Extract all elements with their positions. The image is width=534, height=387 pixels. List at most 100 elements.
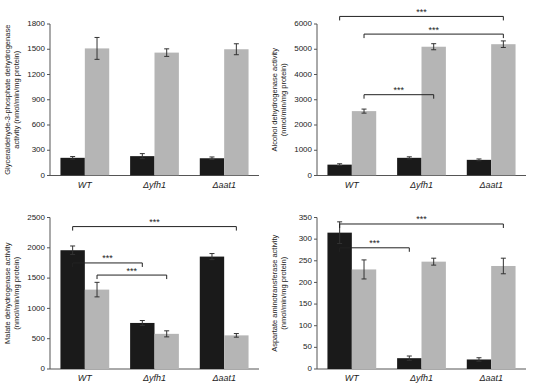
y-tick [47, 99, 50, 100]
x-tick-label: Δaat1 [211, 180, 236, 190]
significance-bar: *** [340, 238, 410, 252]
y-tick-label: 300 [32, 145, 46, 154]
y-tick-label: 2000 [27, 243, 45, 252]
error-bar-stem [503, 258, 504, 274]
y-tick [314, 325, 317, 326]
error-bar [476, 358, 481, 361]
x-tick-label: Δyfh1 [142, 180, 166, 190]
y-tick-label: 6000 [294, 19, 312, 28]
panel: 0300600900120015001800WTΔyfh1Δaat1Glycer… [3, 19, 259, 189]
y-tick [47, 338, 50, 339]
error-bar-cap [70, 159, 75, 160]
x-tick-label: WT [78, 373, 93, 383]
error-bar-cap [431, 49, 436, 50]
significance-bracket [340, 248, 410, 252]
bar [130, 156, 154, 175]
bar [491, 266, 515, 369]
error-bar-cap [140, 153, 145, 154]
y-tick-label: 2000 [294, 120, 312, 129]
error-bar-cap [476, 158, 481, 159]
significance-bracket [340, 224, 504, 228]
y-tick [47, 24, 50, 25]
y-tick-label: 500 [32, 334, 46, 343]
error-bar-cap [501, 47, 506, 48]
y-tick-label: 250 [299, 256, 313, 265]
error-bar [140, 321, 145, 326]
y-axis-label: Malate dehydrogenase activity(nmol/min/m… [3, 242, 21, 344]
error-bar-stem [236, 334, 237, 338]
error-bar [140, 154, 145, 159]
y-axis-label-line: (nmol/min/mg protein) [12, 256, 21, 329]
y-tick-label: 2500 [27, 213, 45, 222]
y-tick-label: 150 [299, 299, 313, 308]
error-bar-cap [476, 361, 481, 362]
x-tick-label: Δaat1 [478, 180, 503, 190]
y-tick [314, 347, 317, 348]
error-bar [234, 44, 239, 55]
error-bar-cap [140, 325, 145, 326]
y-tick [47, 247, 50, 248]
bar [397, 158, 421, 176]
error-bar [95, 37, 100, 59]
y-tick-label: 600 [32, 120, 46, 129]
y-tick [47, 150, 50, 151]
y-axis-label-line: activity (nmol/min/mg protein) [12, 50, 21, 148]
y-tick-label: 300 [299, 234, 313, 243]
error-bar [70, 246, 75, 254]
error-bar-cap [70, 245, 75, 246]
error-bar-cap [476, 160, 481, 161]
y-tick-label: 0 [308, 364, 313, 373]
x-axis: WTΔyfh1Δaat1 [50, 369, 259, 383]
error-bar [501, 258, 506, 274]
error-bar-cap [164, 56, 169, 57]
error-bar [362, 260, 367, 279]
error-bar-stem [364, 260, 365, 279]
y-tick-label: 0 [41, 364, 46, 373]
error-bar [209, 157, 214, 160]
error-bar [234, 334, 239, 338]
y-tick-label: 5000 [294, 44, 312, 53]
y-tick [314, 125, 317, 126]
error-bar-cap [95, 296, 100, 297]
bar [467, 359, 491, 369]
x-tick-label: Δyfh1 [409, 180, 433, 190]
error-bar-cap [234, 54, 239, 55]
y-tick [47, 278, 50, 279]
panel: 05001000150020002500WTΔyfh1Δaat1Malate d… [3, 213, 259, 383]
bar [200, 257, 224, 369]
error-bar-cap [164, 336, 169, 337]
y-tick [47, 369, 50, 370]
error-bar-cap [234, 337, 239, 338]
bar [155, 53, 179, 176]
error-bar [362, 109, 367, 113]
error-bar-cap [140, 158, 145, 159]
y-tick-label: 100 [299, 321, 313, 330]
bar [422, 47, 446, 176]
bar [327, 233, 351, 369]
error-bar-stem [166, 331, 167, 337]
bar [491, 44, 515, 175]
bar [60, 250, 84, 369]
error-bar-cap [209, 159, 214, 160]
bar [224, 335, 248, 369]
panel: 0100020003000400050006000WTΔyfh1Δaat1Alc… [270, 7, 526, 190]
bar [352, 269, 376, 369]
y-tick [314, 260, 317, 261]
error-bar [164, 49, 169, 57]
y-tick [314, 282, 317, 283]
error-bar-cap [95, 37, 100, 38]
y-tick-label: 1200 [27, 70, 45, 79]
error-bar-cap [501, 258, 506, 259]
significance-label: *** [428, 25, 439, 35]
bar [85, 48, 109, 175]
error-bar-cap [337, 163, 342, 164]
error-bar-cap [337, 165, 342, 166]
error-bar [337, 164, 342, 166]
series [327, 222, 491, 369]
plot-area [327, 222, 515, 369]
error-bar-cap [164, 48, 169, 49]
y-tick [47, 125, 50, 126]
error-bar [407, 356, 412, 360]
error-bar-cap [95, 282, 100, 283]
error-bar-cap [234, 43, 239, 44]
